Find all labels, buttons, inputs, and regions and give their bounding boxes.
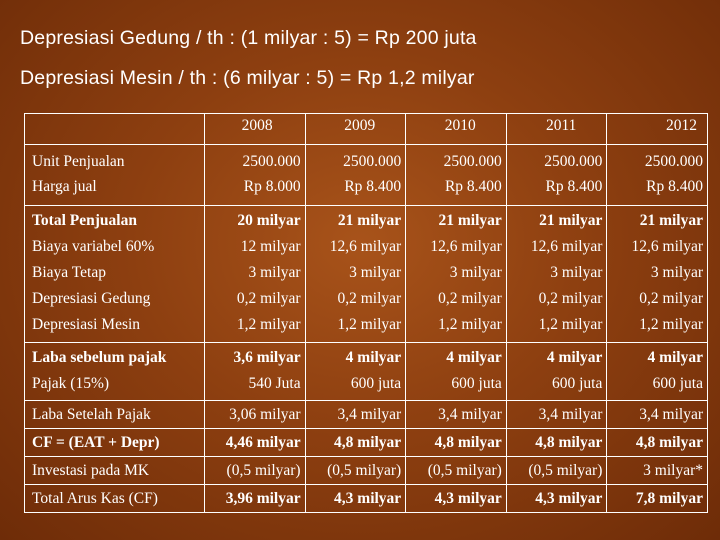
value-cell: 2500.000 Rp 8.400: [505, 144, 608, 206]
value-cell: 4,3 milyar: [304, 484, 407, 513]
value-cell: 3,4 milyar: [405, 400, 507, 429]
table-row-investasi-mk: Investasi pada MK (0,5 milyar) (0,5 mily…: [24, 456, 708, 485]
value-cell: (0,5 milyar): [304, 456, 407, 485]
value-cell: 21 milyar 12,6 milyar 3 milyar 0,2 milya…: [304, 205, 407, 343]
value-cell: 7,8 milyar: [606, 484, 708, 513]
row-label: CF = (EAT + Depr): [24, 428, 205, 457]
label-depresiasi-gedung: Depresiasi Gedung: [32, 290, 151, 307]
value-cell: 3,4 milyar: [505, 400, 608, 429]
value-cell: 20 milyar 12 milyar 3 milyar 0,2 milyar …: [204, 205, 306, 343]
row-labels: Laba sebelum pajak Pajak (15%): [24, 342, 205, 401]
value-cell: 4,46 milyar: [204, 428, 306, 457]
value-cell: 4 milyar 600 juta: [405, 342, 507, 401]
row-label: Investasi pada MK: [24, 456, 205, 485]
label-depresiasi-mesin: Depresiasi Mesin: [32, 316, 141, 333]
year-header: 2011: [505, 113, 608, 145]
value-cell: 21 milyar 12,6 milyar 3 milyar 0,2 milya…: [606, 205, 708, 343]
label-laba-sebelum-pajak: Laba sebelum pajak: [32, 349, 167, 366]
value-cell: 4 milyar 600 juta: [606, 342, 708, 401]
value-cell: 4,3 milyar: [505, 484, 608, 513]
table-row-total-arus-kas: Total Arus Kas (CF) 3,96 milyar 4,3 mily…: [24, 484, 708, 513]
value-cell: (0,5 milyar): [204, 456, 306, 485]
label-unit-penjualan: Unit Penjualan: [32, 153, 125, 170]
table-row-penjualan-biaya: Total Penjualan Biaya variabel 60% Biaya…: [24, 205, 708, 343]
label-harga-jual: Harga jual: [32, 178, 97, 195]
value-cell: 3,96 milyar: [204, 484, 306, 513]
value-cell: 3 milyar*: [606, 456, 708, 485]
row-labels: Total Penjualan Biaya variabel 60% Biaya…: [24, 205, 205, 343]
label-biaya-variabel: Biaya variabel 60%: [32, 238, 155, 255]
heading-depresiasi-gedung: Depresiasi Gedung / th : (1 milyar : 5) …: [20, 27, 477, 49]
value-cell: 2500.000 Rp 8.400: [304, 144, 407, 206]
row-labels: Unit Penjualan Harga jual: [24, 144, 205, 206]
year-header: 2012: [606, 113, 708, 145]
label-pajak: Pajak (15%): [32, 375, 110, 392]
table-row-cash-flow: CF = (EAT + Depr) 4,46 milyar 4,8 milyar…: [24, 428, 708, 457]
header-empty-cell: [24, 113, 205, 145]
value-cell: 3,6 milyar 540 Juta: [204, 342, 306, 401]
label-biaya-tetap: Biaya Tetap: [32, 264, 106, 281]
year-header: 2008: [204, 113, 306, 145]
table-header-row: 2008 2009 2010 2011 2012: [24, 113, 708, 145]
value-cell: 4,8 milyar: [606, 428, 708, 457]
value-cell: 2500.000 Rp 8.400: [405, 144, 507, 206]
value-cell: 4,8 milyar: [505, 428, 608, 457]
value-cell: 3,4 milyar: [304, 400, 407, 429]
value-cell: 4,3 milyar: [405, 484, 507, 513]
heading-depresiasi-mesin: Depresiasi Mesin / th : (6 milyar : 5) =…: [20, 67, 475, 89]
value-cell: 4,8 milyar: [405, 428, 507, 457]
value-cell: 4 milyar 600 juta: [304, 342, 407, 401]
value-cell: (0,5 milyar): [505, 456, 608, 485]
value-cell: 2500.000 Rp 8.000: [204, 144, 306, 206]
value-cell: 2500.000 Rp 8.400: [606, 144, 708, 206]
value-cell: 4,8 milyar: [304, 428, 407, 457]
value-cell: 21 milyar 12,6 milyar 3 milyar 0,2 milya…: [505, 205, 608, 343]
year-header: 2010: [405, 113, 507, 145]
value-cell: 21 milyar 12,6 milyar 3 milyar 0,2 milya…: [405, 205, 507, 343]
label-total-penjualan: Total Penjualan: [32, 212, 137, 229]
table-row-laba-pajak: Laba sebelum pajak Pajak (15%) 3,6 milya…: [24, 342, 708, 401]
value-cell: 4 milyar 600 juta: [505, 342, 608, 401]
row-label: Laba Setelah Pajak: [24, 400, 205, 429]
row-label: Total Arus Kas (CF): [24, 484, 205, 513]
table-row-unit-harga: Unit Penjualan Harga jual 2500.000 Rp 8.…: [24, 144, 708, 206]
value-cell: (0,5 milyar): [405, 456, 507, 485]
cash-flow-table: 2008 2009 2010 2011 2012 Unit Penjualan …: [24, 113, 708, 513]
value-cell: 3,4 milyar: [606, 400, 708, 429]
year-header: 2009: [304, 113, 407, 145]
value-cell: 3,06 milyar: [204, 400, 306, 429]
table-row-laba-setelah-pajak: Laba Setelah Pajak 3,06 milyar 3,4 milya…: [24, 400, 708, 429]
